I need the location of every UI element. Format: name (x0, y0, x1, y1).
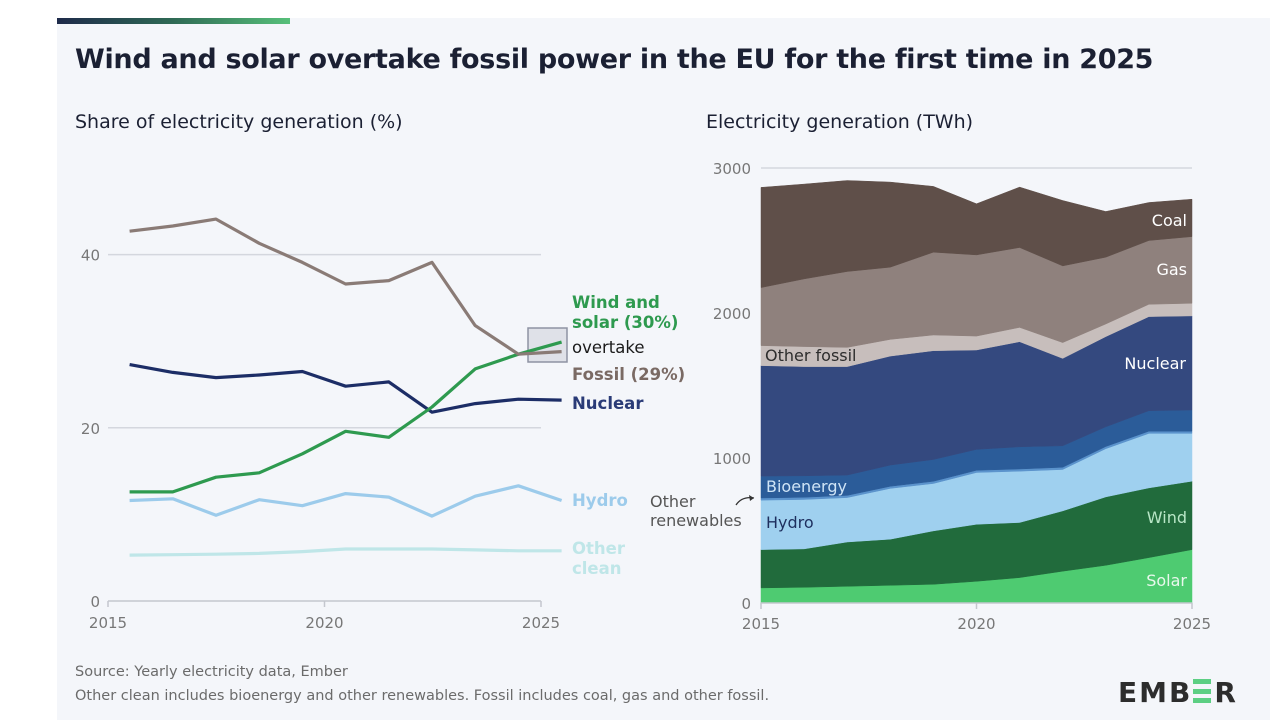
label-other-clean-line: clean (572, 559, 622, 578)
series-line-other-clean (129, 547, 562, 557)
source-note: Source: Yearly electricity data, Ember (75, 664, 348, 680)
label-nuclear-line: Nuclear (572, 394, 644, 413)
area-label-hydro: Hydro (766, 513, 814, 532)
area-label-gas: Gas (1156, 260, 1187, 279)
label-other-clean-line: Other (572, 539, 626, 558)
x-tick-label: 2025 (522, 614, 560, 632)
x-tick-label: 2020 (305, 614, 343, 632)
y-tick-label: 2000 (713, 305, 751, 323)
label-other-clean: Other clean (572, 539, 626, 578)
y-tick-label: 3000 (713, 160, 751, 178)
y-tick-label: 40 (81, 247, 100, 265)
series-line-fossil (129, 217, 562, 356)
label-hydro-line: Hydro (572, 491, 628, 510)
x-tick-label: 2020 (957, 615, 995, 633)
area-label-nuclear: Nuclear (1124, 354, 1186, 373)
label-fossil-line: Fossil (29%) (572, 365, 685, 384)
area-label-other-renewables: Other renewables (650, 492, 742, 530)
label-nuclear: Nuclear (572, 394, 644, 413)
y-tick-label: 1000 (713, 450, 751, 468)
label-overtake-line: overtake (572, 338, 645, 357)
area-label-other-fossil: Other fossil (765, 346, 857, 365)
area-label-coal: Coal (1152, 211, 1187, 230)
y-tick-label: 20 (81, 420, 100, 438)
footnote: Other clean includes bioenergy and other… (75, 688, 770, 704)
x-tick-label: 2015 (89, 614, 127, 632)
label-wind-and-solar-line: Wind and (572, 293, 660, 312)
left-chart-title: Share of electricity generation (%) (75, 111, 403, 133)
accent-bar (57, 18, 290, 24)
label-hydro: Hydro (572, 491, 628, 510)
x-tick-label: 2015 (742, 615, 780, 633)
label-wind-and-solar-line: solar (30%) (572, 313, 678, 332)
logo-e-bars (1193, 679, 1212, 703)
y-tick-label: 0 (90, 593, 100, 611)
series-line-wind-and-solar (129, 340, 563, 494)
arrowhead-icon (749, 495, 754, 501)
area-label-wind: Wind (1147, 508, 1187, 527)
area-label-other-renewables-line: Other (650, 492, 696, 511)
page-title: Wind and solar overtake fossil power in … (75, 44, 1154, 75)
label-fossil: Fossil (29%) (572, 365, 685, 384)
series-line-nuclear (129, 363, 562, 414)
right-chart-title: Electricity generation (TWh) (706, 111, 974, 133)
area-label-solar: Solar (1146, 571, 1187, 590)
ember-logo: EMB R (1118, 676, 1238, 709)
label-wind-and-solar: Wind and solar (30%) (572, 293, 678, 332)
x-tick-label: 2025 (1173, 615, 1211, 633)
y-tick-label: 0 (741, 595, 751, 613)
label-overtake: overtake (572, 338, 645, 357)
area-coal (760, 180, 1193, 288)
area-label-other-renewables-line: renewables (650, 511, 742, 530)
area-label-bioenergy: Bioenergy (766, 477, 847, 496)
series-line-hydro (129, 484, 563, 518)
